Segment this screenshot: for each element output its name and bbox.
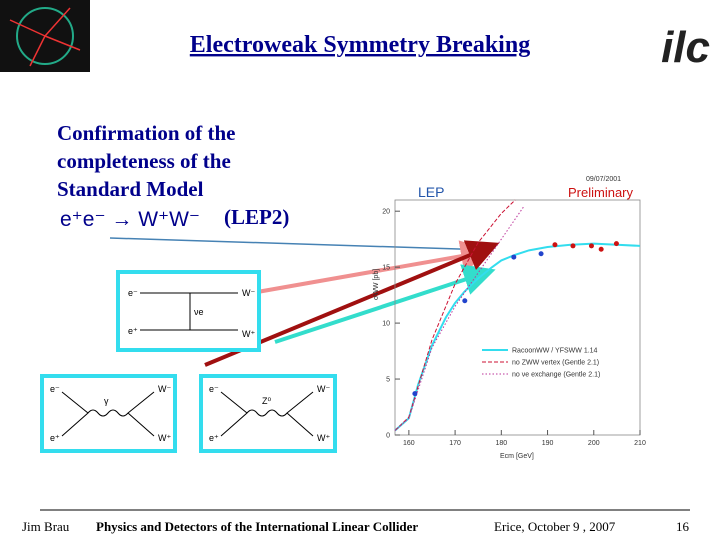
particle: γ [104,396,109,406]
arrow [109,237,493,256]
y-tick-label: 0 [386,433,390,440]
particle: e⁻ [128,288,138,298]
plot-title: LEP [418,184,444,200]
event-ring [16,7,74,65]
data-point [412,391,418,397]
data-point [588,243,594,249]
process: e⁺e⁻ → W⁺W⁻ [60,208,200,231]
process-tag: (LEP2) [224,205,289,229]
logo: ilc [661,23,710,72]
x-tick-label: 190 [542,440,554,447]
legend-entry: RacoonWW / YFSWW 1.14 [512,348,598,355]
curve [394,205,525,431]
diagram-box [40,374,177,453]
plot-date: 09/07/2001 [586,176,621,183]
particle: Z⁰ [262,396,271,406]
plot-frame [394,199,641,436]
x-axis-label: Ecm [GeV] [500,453,534,460]
data-point [613,241,619,247]
particle: W⁻ [317,384,330,394]
body-line: completeness of the [57,149,231,173]
diagram-lines [220,391,314,437]
data-point [462,298,468,304]
particle: e⁺ [128,326,138,336]
x-tick-label: 170 [449,440,461,447]
particle: W⁻ [158,384,171,394]
data-point [552,242,558,248]
particle: e⁻ [209,384,219,394]
footer-page: 16 [676,519,690,534]
plot-subtitle: Preliminary [568,185,634,200]
data-point [511,254,517,260]
y-axis-label: σWW [pb] [373,269,380,300]
y-tick-label: 20 [382,209,390,216]
particle: e⁻ [50,384,60,394]
plot: LEP Preliminary 09/07/2001 σWW [pb] Ecm … [373,176,646,460]
arrow [239,240,493,297]
footer-venue: Erice, October 9 , 2007 [494,519,616,534]
y-tick-label: 5 [386,377,390,384]
y-tick-label: 15 [382,265,390,272]
x-tick-label: 200 [588,440,600,447]
particle: W⁻ [242,288,255,298]
diagram-lines [140,292,238,331]
particle: νe [194,307,204,317]
particle: W⁺ [158,433,171,443]
diagram-box [116,270,261,352]
legend-entry: no νe exchange (Gentle 2.1) [512,372,600,379]
event-tracks [9,7,81,67]
body-line: Standard Model [57,177,204,201]
legend-entry: no ZWW vertex (Gentle 2.1) [512,360,599,367]
data-point [598,246,604,252]
footer-author: Jim Brau [22,519,70,534]
particle: e⁺ [50,433,60,443]
body-line: Confirmation of the [57,121,235,145]
diagram-lines [61,391,155,437]
x-tick-label: 160 [403,440,415,447]
x-tick-label: 180 [495,440,507,447]
particle: W⁺ [317,433,330,443]
curve [394,199,516,431]
footer-talk: Physics and Detectors of the Internation… [96,519,418,534]
particle: W⁺ [242,329,255,339]
particle: e⁺ [209,433,219,443]
curve [394,242,641,432]
y-tick-label: 10 [382,321,390,328]
arrow [274,264,496,344]
data-point [570,243,576,249]
x-tick-label: 210 [634,440,646,447]
diagram-box [199,374,337,453]
slide-title: Electroweak Symmetry Breaking [190,32,530,58]
data-point [538,251,544,257]
